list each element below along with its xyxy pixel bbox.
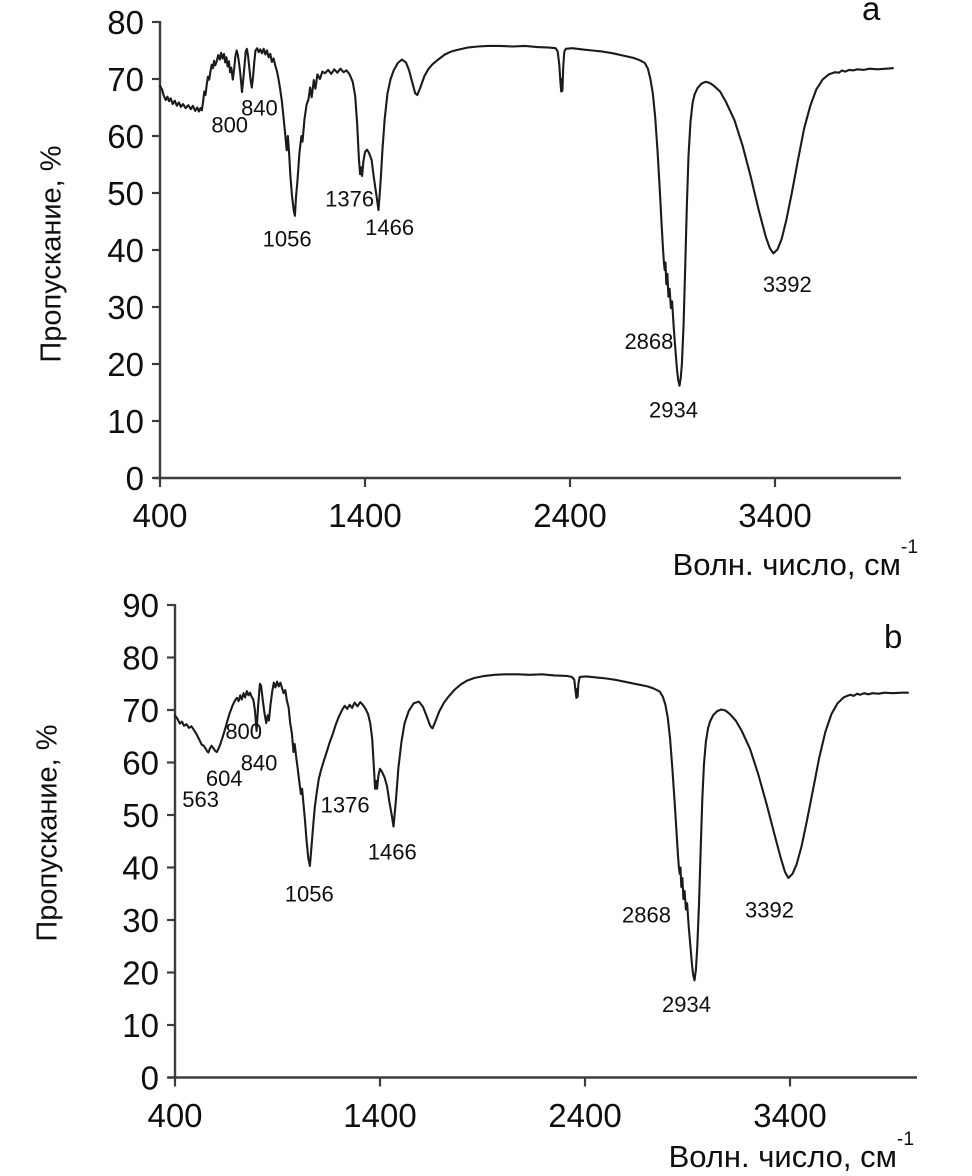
x-tick-label: 400 [132, 497, 187, 534]
x-tick-label: 1400 [343, 1097, 416, 1134]
y-tick-label: 40 [107, 232, 144, 269]
x-axis-title-b-text: Волн. число, см [668, 1139, 897, 1174]
peak-label: 2934 [649, 398, 698, 423]
x-tick-label: 2400 [533, 497, 606, 534]
y-tick-label: 20 [107, 346, 144, 383]
peak-label: 1466 [365, 215, 414, 240]
x-tick-label: 400 [147, 1097, 202, 1134]
y-tick-label: 60 [107, 118, 144, 155]
peak-label: 3392 [745, 897, 794, 922]
peak-label: 2868 [622, 903, 671, 928]
x-tick-label: 3400 [738, 497, 811, 534]
y-tick-label: 0 [126, 460, 144, 497]
y-axis-title-b: Пропускание, % [31, 724, 64, 942]
peak-label: 2934 [662, 992, 711, 1017]
peak-label: 1056 [285, 882, 334, 907]
y-tick-label: 70 [122, 692, 159, 729]
peak-label: 800 [211, 113, 248, 138]
peak-label: 1376 [325, 187, 374, 212]
peak-label: 563 [182, 787, 219, 812]
spectrum-panel-a: 0 10 20 30 40 50 60 70 80 400 1400 2400 3400 800 840 10… [0, 0, 972, 582]
y-axis-title-a: Пропускание, % [35, 145, 68, 363]
y-tick-label: 30 [122, 902, 159, 939]
y-tick-label: 0 [141, 1059, 159, 1096]
x-axis-title-b: Волн. число, см-1 [640, 1129, 914, 1175]
x-axis-title-b-exponent: -1 [896, 1129, 914, 1151]
peak-label: 604 [206, 766, 243, 791]
spectrum-panel-b: 0 10 20 30 40 50 60 70 80 90 400 1400 2400 3400 563 604… [0, 578, 972, 1176]
x-tick-label: 1400 [328, 497, 401, 534]
y-tick-label: 80 [122, 639, 159, 676]
peak-label: 800 [225, 719, 262, 744]
spectrum-curve [158, 44, 894, 387]
panel-label-a: a [862, 0, 881, 27]
peak-label: 840 [241, 750, 278, 775]
x-axis-title-a: Волн. число, см-1 [644, 537, 918, 583]
y-tick-label: 60 [122, 744, 159, 781]
y-tick-label: 50 [107, 175, 144, 212]
peak-label: 1466 [368, 840, 417, 865]
peak-label: 840 [241, 95, 278, 120]
y-tick-label: 40 [122, 849, 159, 886]
y-tick-label: 80 [107, 4, 144, 41]
peak-label: 1376 [321, 792, 370, 817]
y-tick-label: 90 [122, 587, 159, 624]
y-tick-label: 10 [122, 1007, 159, 1044]
y-tick-label: 70 [107, 61, 144, 98]
peak-label: 1056 [263, 227, 312, 252]
y-tick-label: 10 [107, 403, 144, 440]
peak-label: 2868 [624, 329, 673, 354]
x-axis-title-a-exponent: -1 [900, 537, 918, 559]
y-tick-label: 50 [122, 797, 159, 834]
panel-label-b: b [884, 618, 903, 655]
peak-label: 3392 [763, 272, 812, 297]
spectrum-b-plot: 0 10 20 30 40 50 60 70 80 90 400 1400 2400 3400 563604… [122, 587, 917, 1134]
y-tick-label: 30 [107, 289, 144, 326]
x-tick-label: 3400 [753, 1097, 826, 1134]
y-tick-label: 20 [122, 954, 159, 991]
x-tick-label: 2400 [548, 1097, 621, 1134]
spectrum-curve [173, 673, 909, 982]
x-axis-title-a-text: Волн. число, см [672, 547, 901, 582]
